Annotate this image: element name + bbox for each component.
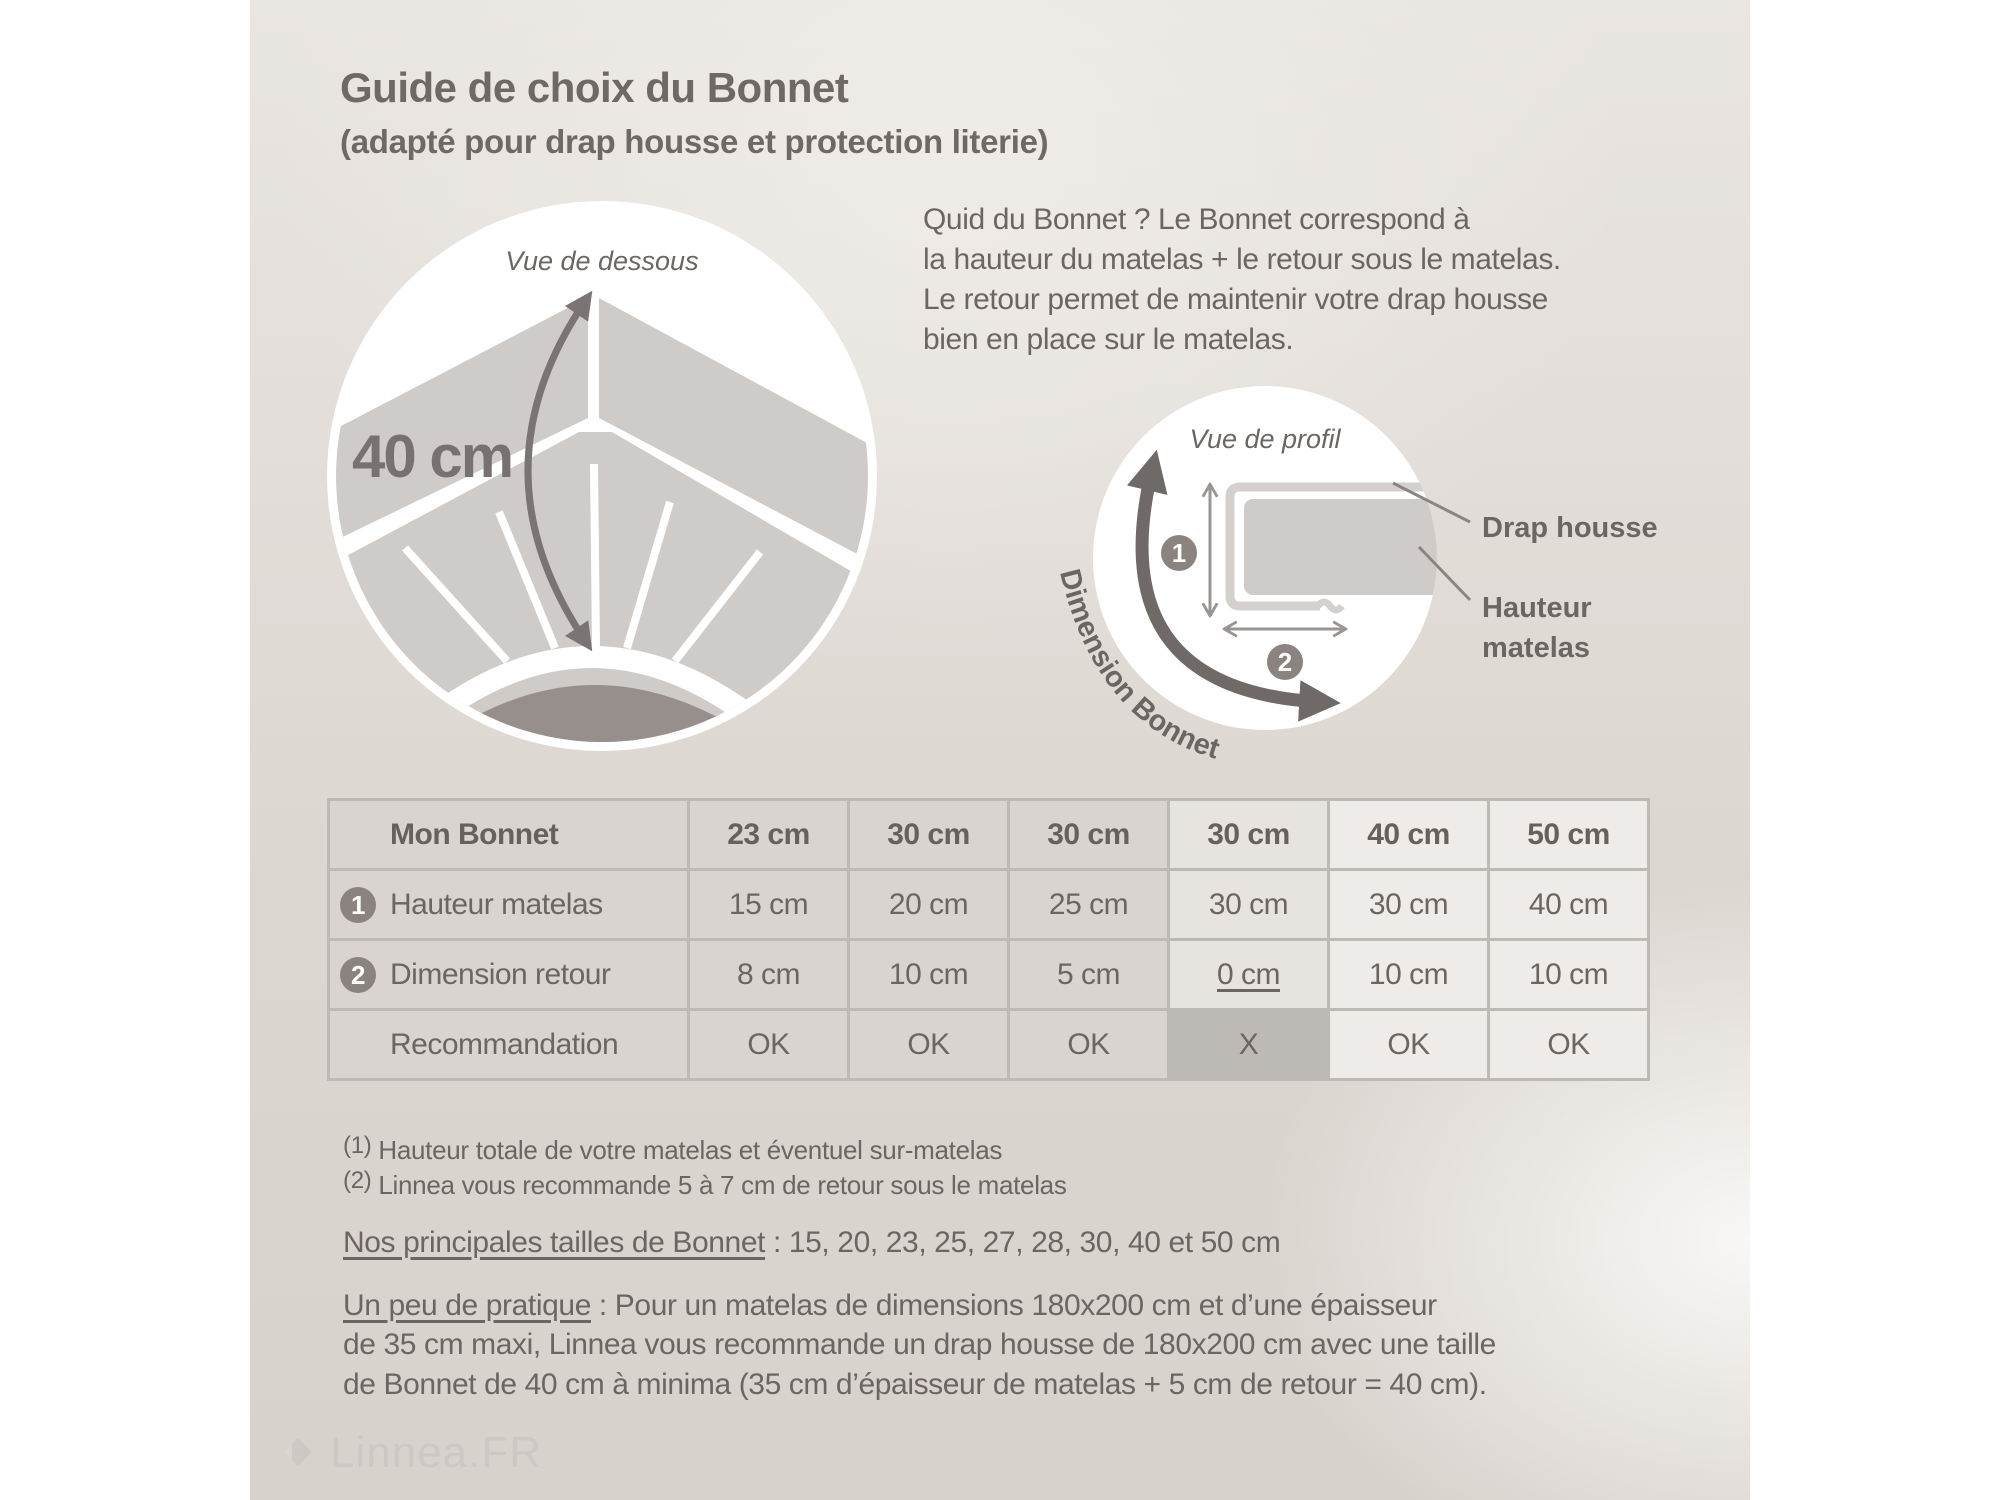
practice-line-1: Un peu de pratique : Pour un matelas de … bbox=[343, 1289, 1437, 1323]
badge-2-label: 2 bbox=[1278, 647, 1292, 677]
table-row: Recommandation OK OK OK X OK OK bbox=[327, 1008, 1650, 1081]
table-cell: 10 cm bbox=[847, 938, 1010, 1011]
table-cell: 10 cm bbox=[1327, 938, 1490, 1011]
footnote-mark: (2) bbox=[343, 1167, 372, 1194]
table-cell: 8 cm bbox=[687, 938, 850, 1011]
header-cell: 30 cm bbox=[1167, 798, 1330, 871]
footnote-2: (2) Linnea vous recommande 5 à 7 cm de r… bbox=[343, 1167, 1067, 1201]
table-row: 2 Dimension retour 8 cm 10 cm 5 cm 0 cm 1… bbox=[327, 938, 1650, 1011]
profile-view-caption: Vue de profil bbox=[1189, 424, 1341, 454]
row-label: 2 Dimension retour bbox=[327, 938, 690, 1011]
bed-corner-dark bbox=[430, 685, 760, 742]
drap-housse-label: Drap housse bbox=[1482, 512, 1658, 544]
table-cell: 20 cm bbox=[847, 868, 1010, 941]
row-label: 1 Hauteur matelas bbox=[327, 868, 690, 941]
measure-label: 40 cm bbox=[352, 423, 512, 490]
practice-label: Un peu de pratique bbox=[343, 1289, 591, 1322]
table-cell: 30 cm bbox=[1167, 868, 1330, 941]
table-cell: OK bbox=[687, 1008, 850, 1081]
header-cell: 50 cm bbox=[1487, 798, 1650, 871]
badge-2-icon: 2 bbox=[340, 956, 376, 993]
footnote-mark: (1) bbox=[343, 1132, 372, 1159]
elastic-band bbox=[433, 646, 757, 725]
page-title: Guide de choix du Bonnet bbox=[340, 64, 849, 111]
mattress-side-right bbox=[599, 298, 868, 566]
logo-text: Linnea.FR bbox=[330, 1428, 543, 1477]
practice-line-3: de Bonnet de 40 cm à minima (35 cm d’épa… bbox=[343, 1368, 1487, 1401]
intro-line: Quid du Bonnet ? Le Bonnet correspond à bbox=[923, 203, 1470, 236]
bonnet-table: Mon Bonnet 23 cm 30 cm 30 cm 30 cm 40 cm… bbox=[327, 798, 1650, 1081]
mattress-side-left bbox=[336, 302, 588, 548]
hauteur-label: Hauteur bbox=[1482, 592, 1592, 624]
logo-leaf-icon bbox=[284, 1438, 312, 1466]
practice-text: : Pour un matelas de dimensions 180x200 … bbox=[591, 1289, 1437, 1322]
mattress-profile bbox=[1244, 499, 1437, 595]
table-cell-underlined: 0 cm bbox=[1216, 957, 1281, 991]
sizes-line: Nos principales tailles de Bonnet : 15, … bbox=[343, 1226, 1281, 1260]
table-cell: OK bbox=[847, 1008, 1010, 1081]
intro-line: Le retour permet de maintenir votre drap… bbox=[923, 283, 1548, 316]
profile-view-diagram: 1 2 Vue de profil Dimension Bonnet Drap … bbox=[1053, 386, 1658, 766]
footnote-1: (1) Hauteur totale de votre matelas et é… bbox=[343, 1132, 1002, 1166]
table-cell: OK bbox=[1487, 1008, 1650, 1081]
row-label-text: Dimension retour bbox=[390, 957, 611, 991]
header-cell: 40 cm bbox=[1327, 798, 1490, 871]
table-row: 1 Hauteur matelas 15 cm 20 cm 25 cm 30 cm… bbox=[327, 868, 1650, 941]
intro-line: bien en place sur le matelas. bbox=[923, 323, 1294, 356]
bottom-view-diagram: Vue de dessous 40 cm bbox=[327, 201, 877, 751]
intro-text: Quid du Bonnet ? Le Bonnet correspond à … bbox=[923, 200, 1561, 360]
header-label: Mon Bonnet bbox=[327, 798, 690, 871]
leader-line bbox=[1392, 481, 1471, 524]
table-cell: 30 cm bbox=[1327, 868, 1490, 941]
sizes-label: Nos principales tailles de Bonnet bbox=[343, 1226, 766, 1259]
table-cell: 10 cm bbox=[1487, 938, 1650, 1011]
bottom-view-caption: Vue de dessous bbox=[505, 246, 698, 276]
table-cell: OK bbox=[1327, 1008, 1490, 1081]
practice-line-2: de 35 cm maxi, Linnea vous recommande un… bbox=[343, 1328, 1496, 1361]
table-cell: 25 cm bbox=[1007, 868, 1170, 941]
page-subtitle: (adapté pour drap housse et protection l… bbox=[340, 123, 1049, 160]
table-cell: 5 cm bbox=[1007, 938, 1170, 1011]
badge-1-label: 1 bbox=[1172, 538, 1186, 568]
row-label: Recommandation bbox=[327, 1008, 690, 1081]
footnote-text: Hauteur totale de votre matelas et évent… bbox=[378, 1135, 1003, 1165]
intro-line: la hauteur du matelas + le retour sous l… bbox=[923, 243, 1561, 276]
sizes-text: : 15, 20, 23, 25, 27, 28, 30, 40 et 50 c… bbox=[765, 1226, 1281, 1259]
header-cell: 30 cm bbox=[1007, 798, 1170, 871]
leader-line bbox=[1417, 545, 1472, 602]
footnote-text: Linnea vous recommande 5 à 7 cm de retou… bbox=[378, 1170, 1067, 1200]
matelas-label: matelas bbox=[1482, 632, 1590, 664]
table-cell-not-recommended: X bbox=[1167, 1008, 1330, 1081]
table-cell: OK bbox=[1007, 1008, 1170, 1081]
sheet-folds bbox=[402, 463, 764, 664]
row-label-text: Hauteur matelas bbox=[390, 887, 603, 921]
badge-1-icon: 1 bbox=[340, 886, 376, 923]
table-header-row: Mon Bonnet 23 cm 30 cm 30 cm 30 cm 40 cm… bbox=[327, 798, 1650, 871]
table-cell: 15 cm bbox=[687, 868, 850, 941]
bonnet-curve-arrow-icon bbox=[1126, 449, 1341, 722]
header-cell: 30 cm bbox=[847, 798, 1010, 871]
measure-arrow-icon bbox=[524, 290, 593, 652]
header-cell: 23 cm bbox=[687, 798, 850, 871]
table-cell: 0 cm bbox=[1167, 938, 1330, 1011]
table-cell: 40 cm bbox=[1487, 868, 1650, 941]
